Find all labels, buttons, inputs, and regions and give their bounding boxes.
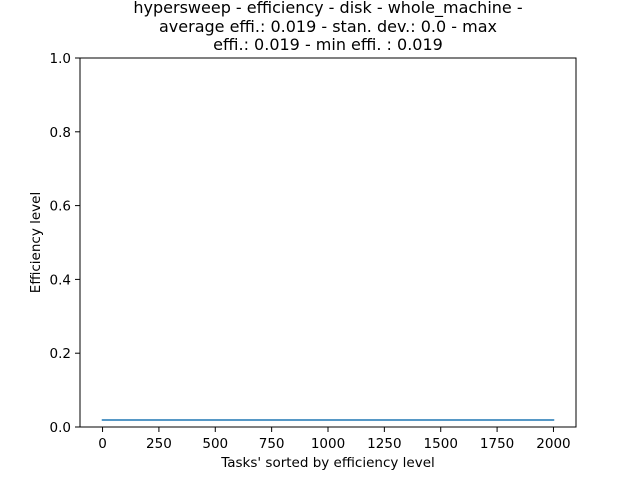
chart-title-line-1: hypersweep - efficiency - disk - whole_m… (133, 0, 522, 18)
x-tick-label: 0 (98, 436, 107, 452)
y-axis-label: Efficiency level (28, 192, 44, 293)
y-tick-label: 0.6 (50, 199, 71, 215)
x-tick-label: 1000 (311, 436, 345, 452)
x-tick-label: 500 (202, 436, 228, 452)
y-tick-label: 0.8 (50, 125, 71, 141)
x-tick-label: 750 (259, 436, 285, 452)
chart-title: hypersweep - efficiency - disk - whole_m… (133, 0, 522, 54)
chart-title-line-2: average effi.: 0.019 - stan. dev.: 0.0 -… (159, 17, 497, 36)
y-tick-label: 1.0 (50, 51, 71, 67)
x-axis-ticks: 0 250 500 750 1000 1250 1500 1750 2000 (98, 427, 571, 452)
x-axis-label: Tasks' sorted by efficiency level (220, 455, 435, 471)
x-tick-label: 1250 (367, 436, 401, 452)
x-tick-label: 2000 (536, 436, 570, 452)
y-tick-label: 0.2 (50, 346, 71, 362)
plot-area-frame (79, 57, 577, 428)
x-tick-label: 1750 (480, 436, 514, 452)
chart-title-line-3: effi.: 0.019 - min effi. : 0.019 (213, 35, 443, 54)
x-tick-label: 1500 (424, 436, 458, 452)
y-axis-ticks: 0.0 0.2 0.4 0.6 0.8 1.0 (50, 51, 80, 436)
y-tick-label: 0.4 (50, 272, 71, 288)
y-tick-label: 0.0 (50, 420, 71, 436)
x-tick-label: 250 (146, 436, 172, 452)
